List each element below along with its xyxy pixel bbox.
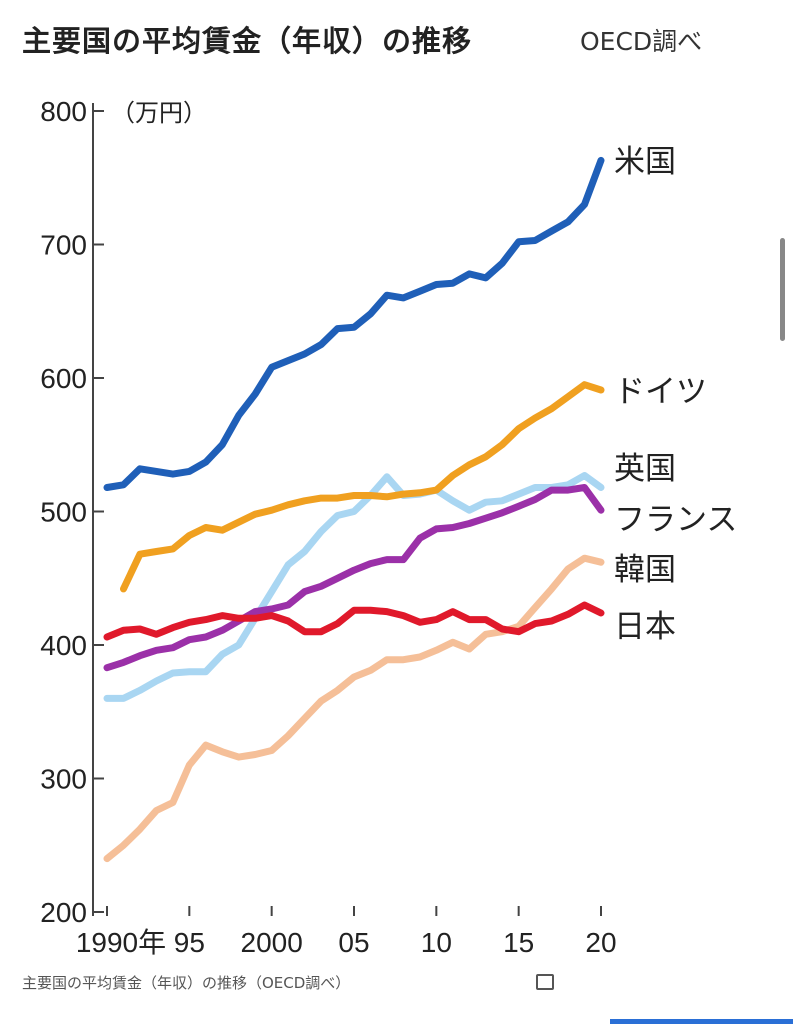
series-line-1 bbox=[120, 381, 605, 593]
series-label: 米国 bbox=[614, 144, 676, 180]
series-line-5 bbox=[103, 601, 605, 641]
series-line-3 bbox=[103, 484, 605, 672]
series-label: 日本 bbox=[614, 609, 676, 645]
line-chart: 200 300 400 500 600 700 800 （万円） 1990年 95 2000 05 10… bbox=[40, 96, 737, 958]
x-tick-label: 2000 bbox=[241, 927, 303, 958]
x-tick-label: 1990年 bbox=[76, 927, 166, 958]
chart-title: 主要国の平均賃金（年収）の推移 bbox=[22, 24, 473, 58]
series-label: ドイツ bbox=[614, 374, 707, 410]
series-line-4 bbox=[103, 554, 605, 863]
figure-caption: 主要国の平均賃金（年収）の推移（OECD調べ） bbox=[22, 974, 351, 992]
x-tick-label: 15 bbox=[503, 927, 534, 958]
bottom-bar bbox=[610, 1019, 793, 1024]
y-tick-label: 500 bbox=[40, 497, 87, 528]
y-tick-label: 800 bbox=[40, 96, 87, 127]
y-tick-label: 200 bbox=[40, 897, 87, 928]
series-line-2 bbox=[103, 472, 605, 702]
series-label: 韓国 bbox=[614, 552, 676, 588]
y-tick-label: 300 bbox=[40, 764, 87, 795]
scrollbar[interactable] bbox=[780, 238, 785, 341]
y-tick-label: 700 bbox=[40, 230, 87, 261]
y-tick-label: 600 bbox=[40, 363, 87, 394]
chart-source: OECD調べ bbox=[580, 27, 703, 56]
image-icon[interactable] bbox=[536, 974, 554, 990]
x-tick-label: 20 bbox=[585, 927, 616, 958]
series-label: 英国 bbox=[614, 451, 676, 487]
y-tick-label: 400 bbox=[40, 630, 87, 661]
x-tick-label: 10 bbox=[421, 927, 452, 958]
y-axis-unit: （万円） bbox=[111, 99, 207, 127]
x-tick-label: 95 bbox=[174, 927, 205, 958]
series-line-0 bbox=[103, 156, 605, 491]
x-tick-label: 05 bbox=[338, 927, 369, 958]
series-label: フランス bbox=[614, 502, 737, 538]
